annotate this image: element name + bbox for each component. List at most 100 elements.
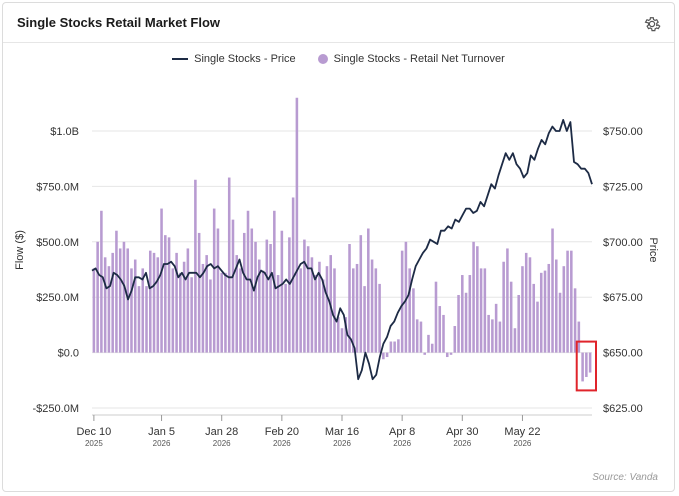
flow-bar — [434, 281, 438, 353]
flow-bar — [570, 250, 573, 353]
legend: Single Stocks - Price Single Stocks - Re… — [3, 53, 674, 65]
flow-bar — [524, 252, 528, 353]
flow-bar — [318, 261, 321, 353]
flow-bar — [201, 263, 205, 353]
flow-bar — [494, 303, 498, 353]
x-tick-year: 2026 — [213, 439, 231, 448]
y-tick-left: $500.0M — [36, 237, 79, 249]
flow-bar — [536, 301, 539, 353]
flow-bar — [461, 275, 464, 353]
x-tick-year: 2026 — [333, 439, 351, 448]
flow-bar — [438, 306, 442, 353]
flow-bar — [321, 279, 325, 353]
flow-bar — [118, 248, 122, 353]
flow-bar — [400, 250, 404, 353]
legend-flow-label: Single Stocks - Retail Net Turnover — [333, 53, 505, 65]
flow-bar — [449, 352, 453, 355]
flow-bar — [348, 244, 351, 353]
flow-bar — [276, 275, 280, 353]
y-tick-right: $750.00 — [603, 126, 643, 138]
flow-bar — [111, 252, 114, 353]
flow-bar — [194, 179, 197, 353]
flow-bar — [246, 210, 250, 353]
flow-bar — [543, 270, 547, 353]
flow-bar — [231, 219, 235, 353]
axes: $1.0B $750.00 $750.0M $725.00 $500.0M $700.00… — [33, 126, 643, 448]
flow-bar — [476, 246, 479, 353]
flow-bar — [130, 268, 133, 353]
flow-bar — [212, 208, 216, 353]
flow-bar — [491, 319, 494, 353]
flow-bar — [359, 235, 363, 353]
y-tick-left: $0.0 — [58, 348, 79, 360]
flow-bar — [382, 352, 385, 360]
legend-price-label: Single Stocks - Price — [194, 53, 296, 65]
x-tick-label: Jan 28 — [205, 426, 238, 438]
flow-bar — [468, 275, 472, 353]
flow-bar — [250, 228, 254, 353]
flow-bar — [412, 288, 415, 353]
legend-item-price[interactable]: Single Stocks - Price — [172, 53, 296, 65]
flow-bar — [209, 279, 212, 353]
flow-bar — [483, 268, 487, 353]
flow-bar — [239, 268, 242, 353]
dot-swatch-icon — [317, 54, 328, 64]
flow-bar — [190, 277, 193, 353]
flow-bar — [179, 272, 182, 353]
flow-bar — [197, 232, 201, 353]
flow-bar — [513, 328, 517, 353]
flow-bar — [156, 257, 160, 353]
flow-bar — [224, 272, 227, 353]
y-tick-left: $750.0M — [36, 181, 79, 193]
flow-bar — [254, 241, 257, 353]
card-header: Single Stocks Retail Market Flow — [3, 3, 674, 43]
flow-bar — [472, 241, 475, 353]
flow-bar — [310, 257, 314, 353]
flow-bar — [397, 339, 400, 353]
y-tick-right: $650.00 — [603, 348, 643, 360]
flow-bar — [517, 294, 520, 353]
legend-item-flow[interactable]: Single Stocks - Retail Net Turnover — [317, 53, 505, 65]
flow-bar — [291, 197, 295, 353]
flow-bar — [506, 248, 509, 353]
flow-bar — [141, 268, 145, 353]
flow-bar — [551, 228, 554, 353]
flow-bar — [562, 266, 566, 353]
y-tick-right: $625.00 — [603, 403, 643, 415]
flow-bar — [167, 237, 171, 353]
flow-bar — [235, 255, 239, 353]
flow-bar — [464, 292, 468, 353]
x-tick-label: Feb 20 — [265, 426, 299, 438]
gear-icon[interactable] — [643, 15, 661, 33]
flow-bar — [242, 232, 246, 353]
flow-bar — [408, 268, 411, 353]
flow-bar — [393, 341, 396, 353]
flow-bar — [122, 241, 126, 353]
price-line-path — [91, 119, 593, 381]
flow-bar — [103, 257, 107, 353]
flow-bar — [261, 270, 265, 353]
x-tick-year: 2026 — [153, 439, 171, 448]
flow-bar — [415, 319, 419, 353]
flow-bar — [100, 210, 103, 353]
flow-bar — [126, 248, 129, 353]
flow-bar — [573, 288, 577, 353]
x-tick-label: Apr 30 — [446, 426, 478, 438]
flow-bar — [152, 252, 156, 353]
y-axis-left-title: Flow ($) — [14, 230, 26, 270]
flow-bar — [164, 235, 167, 353]
flow-bar — [389, 341, 393, 353]
flow-bar — [521, 266, 524, 353]
flow-bar — [186, 248, 190, 353]
y-tick-left: -$250.0M — [33, 403, 79, 415]
flow-bar — [306, 246, 310, 353]
x-tick-year: 2026 — [273, 439, 291, 448]
flow-bar — [445, 352, 449, 358]
x-tick-label: May 22 — [504, 426, 540, 438]
chart-title: Single Stocks Retail Market Flow — [17, 15, 220, 30]
flow-bar — [457, 294, 460, 353]
flow-bar — [385, 352, 389, 358]
flow-bar — [133, 259, 137, 353]
x-tick-label: Dec 10 — [76, 426, 111, 438]
